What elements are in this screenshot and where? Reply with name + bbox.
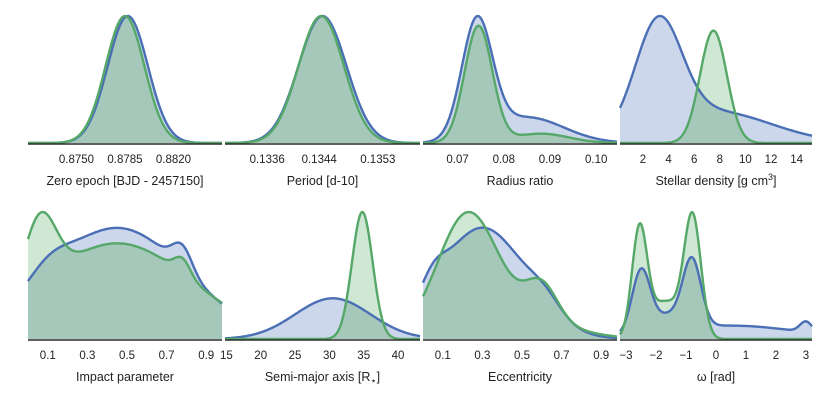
panel-semi-major-axis: 15 20 25 30 35 40 Semi-major axis [R⋆] — [220, 210, 421, 387]
semi-major-axis-x-label: Semi-major axis [R⋆] — [265, 370, 380, 387]
omega-tick-label: −1 — [679, 350, 692, 362]
stellar-density-overlap-area — [620, 88, 812, 143]
stellar-density-tick-label: 6 — [691, 154, 697, 166]
eccentricity-x-label: Eccentricity — [488, 370, 553, 384]
eccentricity-tick-label: 0.1 — [435, 350, 451, 362]
semi-major-axis-overlap-area — [225, 301, 420, 339]
radius-ratio-tick-label: 0.08 — [493, 154, 515, 166]
panel-eccentricity: 0.1 0.3 0.5 0.7 0.9 Eccentricity — [421, 210, 618, 384]
stellar-density-tick-label: 2 — [640, 154, 646, 166]
panel-stellar-density: 2 4 6 8 10 12 14 Stellar density [g cm3] — [618, 14, 813, 188]
semi-major-axis-tick-label: 40 — [392, 350, 405, 362]
period-tick-label: 0.1353 — [360, 154, 395, 166]
stellar-density-x-label: Stellar density [g cm3] — [655, 172, 776, 188]
zero-epoch-x-label: Zero epoch [BJD - 2457150] — [46, 174, 203, 188]
stellar-density-tick-label: 14 — [790, 154, 803, 166]
eccentricity-overlap-area — [423, 227, 617, 339]
zero-epoch-tick-label: 0.8785 — [107, 154, 142, 166]
panel-omega: −3 −2 −1 0 1 2 3 ω [rad] — [618, 210, 813, 384]
impact-parameter-tick-label: 0.1 — [40, 350, 56, 362]
stellar-density-tick-label: 12 — [765, 154, 778, 166]
period-tick-label: 0.1344 — [302, 154, 338, 166]
omega-green-area — [620, 212, 812, 339]
omega-blue-line — [619, 255, 813, 333]
eccentricity-green-line — [421, 210, 618, 338]
impact-parameter-tick-label: 0.3 — [79, 350, 95, 362]
stellar-density-tick-label: 10 — [739, 154, 752, 166]
omega-tick-label: 1 — [743, 350, 749, 362]
impact-parameter-tick-label: 0.5 — [119, 350, 135, 362]
zero-epoch-tick-label: 0.8750 — [59, 154, 94, 166]
semi-major-axis-tick-label: 20 — [254, 350, 267, 362]
radius-ratio-blue-line — [422, 14, 618, 144]
impact-parameter-overlap-area — [28, 243, 222, 339]
eccentricity-tick-label: 0.7 — [554, 350, 570, 362]
omega-green-line — [618, 210, 812, 341]
period-green-line — [225, 14, 420, 145]
impact-parameter-tick-label: 0.9 — [198, 350, 214, 362]
stellar-density-tick-label: 4 — [665, 154, 672, 166]
zero-epoch-green-line — [28, 14, 222, 145]
semi-major-axis-green-area — [225, 212, 420, 339]
radius-ratio-overlap-area — [423, 25, 617, 143]
panel-zero-epoch: 0.8750 0.8785 0.8820 Zero epoch [BJD - 2457… — [28, 14, 222, 188]
semi-major-axis-tick-label: 35 — [357, 350, 370, 362]
radius-ratio-x-label: Radius ratio — [487, 174, 554, 188]
eccentricity-tick-label: 0.5 — [514, 350, 530, 362]
omega-overlap-area — [620, 257, 812, 339]
omega-tick-label: −3 — [619, 350, 632, 362]
semi-major-axis-tick-label: 30 — [323, 350, 336, 362]
impact-parameter-tick-label: 0.7 — [159, 350, 175, 362]
zero-epoch-overlap-area — [28, 16, 222, 144]
period-x-label: Period [d-10] — [287, 174, 359, 188]
radius-ratio-tick-label: 0.09 — [539, 154, 561, 166]
period-overlap-area — [225, 16, 420, 143]
omega-tick-label: 0 — [713, 350, 719, 362]
impact-parameter-green-line — [26, 210, 223, 304]
semi-major-axis-blue-line — [224, 297, 421, 340]
eccentricity-tick-label: 0.9 — [593, 350, 609, 362]
omega-x-label: ω [rad] — [697, 370, 735, 384]
omega-tick-label: 2 — [773, 350, 779, 362]
stellar-density-green-line — [620, 29, 812, 145]
eccentricity-tick-label: 0.3 — [474, 350, 490, 362]
stellar-density-tick-label: 8 — [717, 154, 723, 166]
impact-parameter-x-label: Impact parameter — [76, 370, 174, 384]
semi-major-axis-green-line — [225, 210, 420, 341]
zero-epoch-tick-label: 0.8820 — [156, 154, 191, 166]
omega-tick-label: −2 — [649, 350, 662, 362]
radius-ratio-green-line — [422, 24, 618, 145]
semi-major-axis-tick-label: 25 — [289, 350, 302, 362]
stellar-density-green-area — [620, 30, 812, 143]
period-tick-label: 0.1336 — [250, 154, 285, 166]
panel-impact-parameter: 0.1 0.3 0.5 0.7 0.9 Impact parameter — [26, 210, 223, 384]
omega-tick-label: 3 — [803, 350, 809, 362]
impact-parameter-blue-line — [27, 226, 223, 305]
semi-major-axis-blue-area — [225, 298, 420, 339]
semi-major-axis-tick-label: 15 — [220, 350, 233, 362]
radius-ratio-tick-label: 0.07 — [446, 154, 468, 166]
stellar-density-blue-area — [620, 16, 812, 143]
stellar-density-blue-line — [618, 14, 813, 137]
panel-radius-ratio: 0.07 0.08 0.09 0.10 Radius ratio — [422, 14, 618, 188]
radius-ratio-tick-label: 0.10 — [585, 154, 607, 166]
